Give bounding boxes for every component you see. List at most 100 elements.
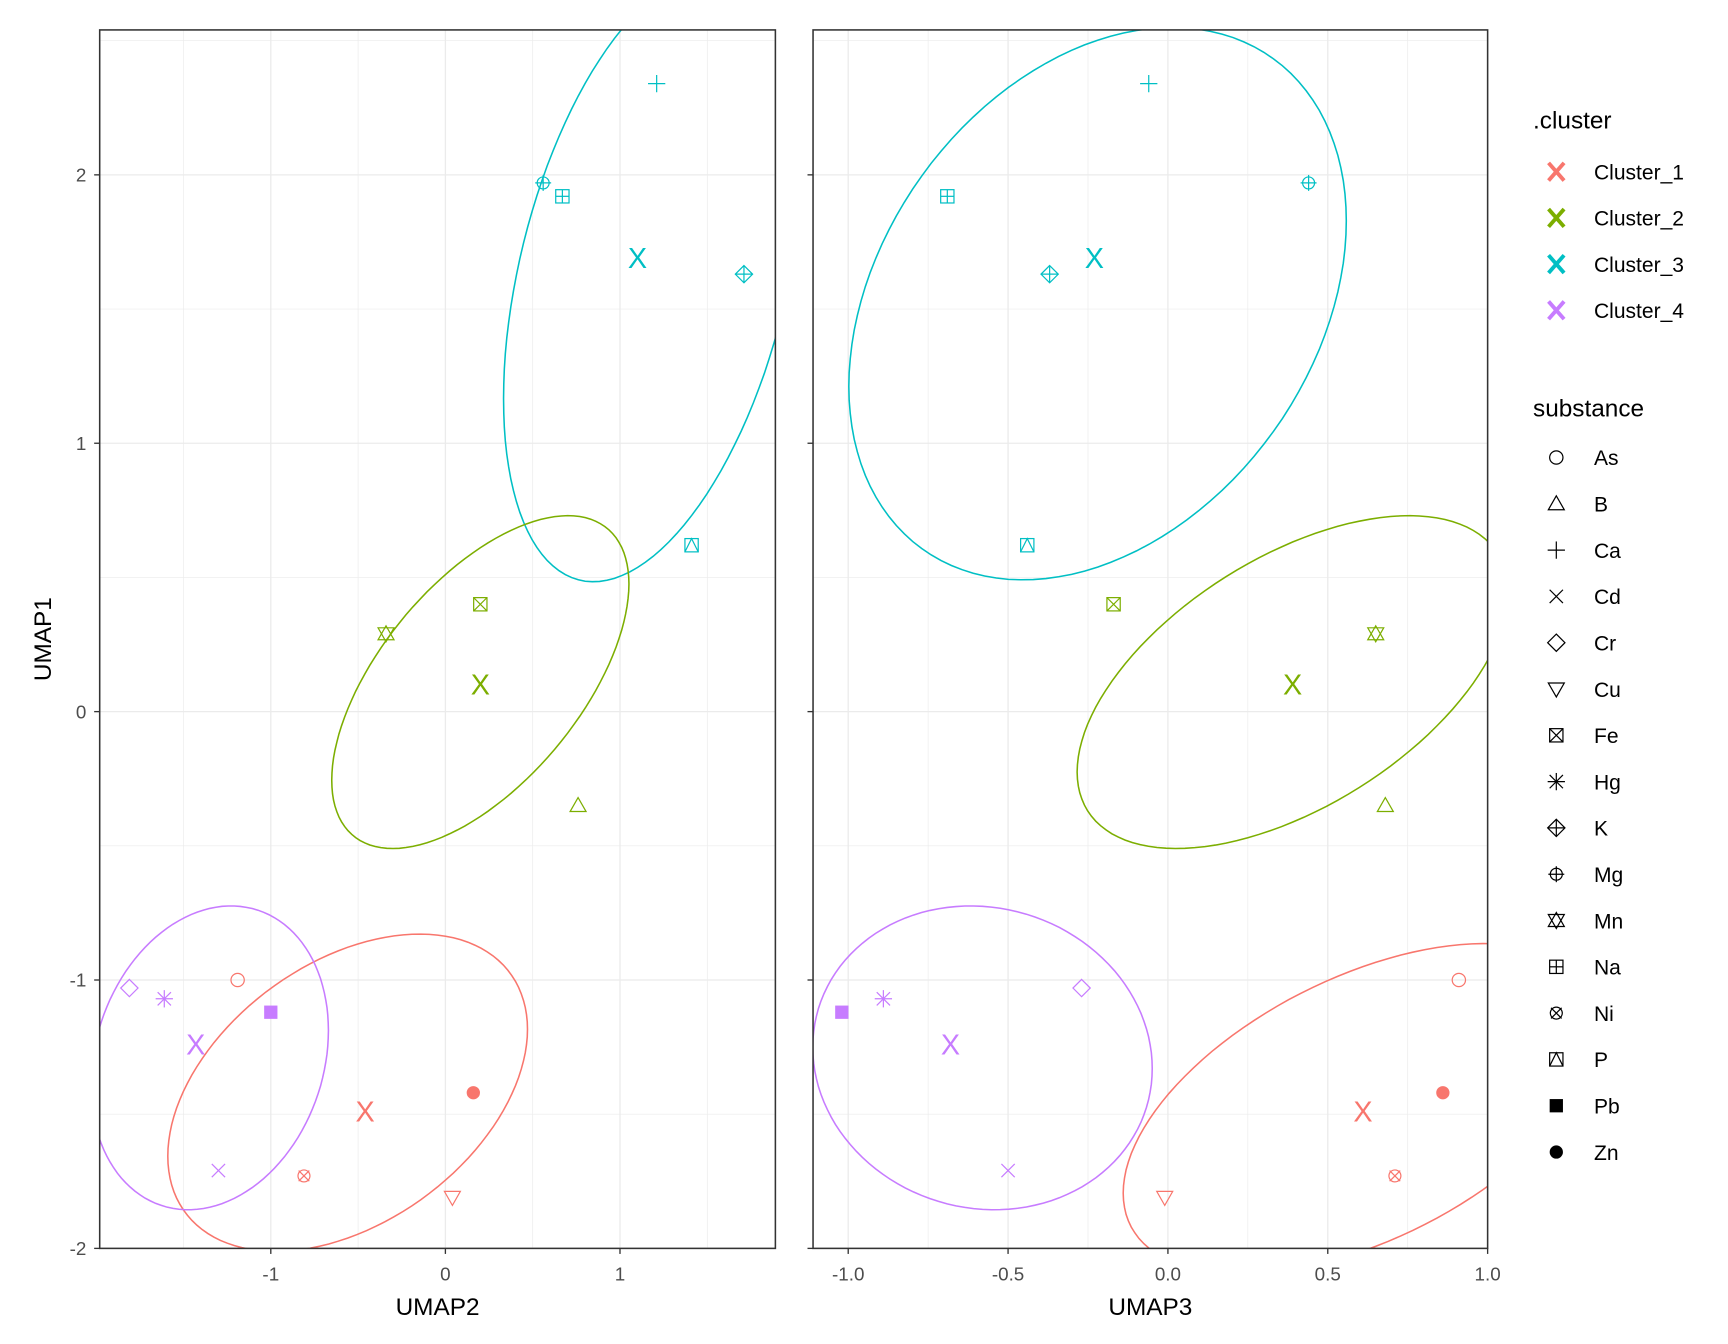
- ca-shape-icon: [1547, 541, 1565, 559]
- panel-2: X X X X -1.0 -0.5 0.0 0.5 1.0 UMAP3: [807, 29, 1501, 1321]
- p-shape-icon: [1019, 537, 1035, 553]
- cr-shape-icon: [1546, 633, 1566, 653]
- legend-title-substance: substance: [1533, 396, 1644, 423]
- ca-shape-icon: [648, 74, 666, 93]
- panel-plot-area: X X X X: [813, 29, 1488, 1249]
- shape-triangle-down: [443, 1190, 462, 1207]
- shape-triangle-down: [1547, 913, 1566, 930]
- shape-filled-circle: [1436, 1086, 1450, 1100]
- na-shape-icon: [1549, 959, 1564, 975]
- x-tick-label: -1.0: [832, 1264, 864, 1285]
- shape-triangle: [569, 796, 588, 813]
- shape-circle: [297, 1169, 311, 1183]
- k-shape-icon: [1040, 264, 1060, 284]
- as-shape-icon: [1451, 972, 1467, 988]
- legend-label: Fe: [1594, 725, 1619, 748]
- centroid-marker: X: [1353, 1096, 1372, 1128]
- legend-label: Mn: [1594, 910, 1623, 933]
- cluster-key-icon: [1547, 300, 1566, 321]
- shape-triangle-down: [1155, 1190, 1174, 1207]
- x-tick-label: -1: [262, 1264, 279, 1285]
- ellipse-cluster_2: [1076, 514, 1488, 850]
- na-shape-icon: [555, 189, 570, 204]
- panel-plot-area: X X X X: [99, 29, 776, 1249]
- ni-shape-icon: [297, 1169, 311, 1183]
- shape-triangle: [1547, 494, 1566, 511]
- b-shape-icon: [1376, 796, 1395, 813]
- ellipse-cluster_3: [502, 29, 776, 583]
- fe-shape-icon: [473, 597, 488, 612]
- panel-background: [99, 29, 776, 1249]
- x-tick-label: 0.0: [1155, 1264, 1181, 1285]
- shape-triangle: [1366, 624, 1385, 641]
- shape-filled-square: [1549, 1099, 1563, 1113]
- y-tick-label: 1: [76, 433, 86, 454]
- legend-label: Cluster_2: [1594, 208, 1684, 231]
- pb-shape-icon: [835, 1005, 849, 1019]
- legend-item-cu: Cu: [1547, 679, 1621, 702]
- legend-item-ni: Ni: [1549, 1003, 1614, 1026]
- k-shape-icon: [1546, 818, 1566, 838]
- shape-square: [1549, 728, 1564, 743]
- cr-shape-icon: [1072, 978, 1092, 998]
- shape-line: [1550, 1007, 1563, 1019]
- shape-line: [1549, 589, 1564, 604]
- centroid-marker: X: [628, 243, 647, 275]
- legend: .cluster Cluster_1 Cluster_2 Cluster_3 Clust…: [1533, 108, 1684, 1165]
- ni-shape-icon: [1549, 1006, 1563, 1020]
- legend-item-cluster_4: Cluster_4: [1547, 300, 1684, 323]
- mg-shape-icon: [1548, 866, 1565, 883]
- as-shape-icon: [230, 972, 245, 988]
- cu-shape-icon: [1547, 682, 1566, 699]
- legend-label: Pb: [1594, 1095, 1620, 1118]
- ellipse-cluster_1: [1122, 942, 1488, 1249]
- y-axis-title: UMAP1: [30, 597, 57, 681]
- cu-shape-icon: [443, 1190, 462, 1207]
- cr-shape-icon: [119, 978, 139, 998]
- pb-shape-icon: [264, 1005, 278, 1019]
- cluster-key-icon: [1547, 161, 1566, 182]
- as-shape-icon: [1549, 450, 1564, 465]
- shape-filled-square: [264, 1005, 278, 1019]
- legend-item-fe: Fe: [1549, 725, 1619, 748]
- panel-1: X X X X -1 0 1 2 1 0 -1 -2 UMAP2 UMAP1: [30, 29, 777, 1321]
- fe-shape-icon: [1106, 597, 1121, 612]
- mn-shape-icon: [1366, 624, 1385, 643]
- shape-line: [298, 1170, 310, 1182]
- panel-border: [812, 29, 1489, 1250]
- shape-circle: [1549, 1006, 1563, 1020]
- centroid-marker: X: [355, 1096, 374, 1128]
- shape-line: [473, 597, 488, 612]
- shape-triangle: [1547, 911, 1566, 928]
- y-tick-label: 2: [76, 164, 86, 185]
- shape-filled-square: [835, 1005, 849, 1019]
- p-shape-icon: [684, 537, 699, 553]
- legend-label: Cr: [1594, 632, 1616, 655]
- legend-label: Cluster_1: [1594, 161, 1684, 184]
- x-axis-title: UMAP2: [396, 1294, 480, 1321]
- cluster-key-icon: [1547, 253, 1566, 275]
- panel-background: [813, 29, 1488, 1249]
- ca-shape-icon: [1140, 74, 1158, 93]
- shape-circle: [1451, 972, 1467, 988]
- shape-circle: [1388, 1169, 1402, 1183]
- mg-shape-icon: [535, 174, 552, 191]
- b-shape-icon: [569, 796, 588, 813]
- shape-line: [1106, 597, 1121, 612]
- centroid-marker: X: [471, 670, 490, 702]
- shape-circle: [1549, 450, 1564, 465]
- shape-triangle-down: [377, 627, 396, 643]
- ellipse-cluster_3: [848, 29, 1348, 581]
- legend-item-mg: Mg: [1548, 864, 1623, 887]
- ellipse-cluster_4: [99, 905, 330, 1211]
- legend-label: Cluster_3: [1594, 254, 1684, 277]
- legend-label: Mg: [1594, 864, 1623, 887]
- ellipse-cluster_1: [167, 933, 529, 1249]
- shape-diamond: [119, 978, 139, 998]
- legend-item-as: As: [1549, 447, 1619, 470]
- shape-square: [1106, 597, 1121, 612]
- x-axis-title: UMAP3: [1108, 1294, 1192, 1321]
- centroid-marker: X: [186, 1029, 205, 1061]
- y-tick-label: -2: [70, 1238, 87, 1259]
- shape-line: [684, 537, 699, 553]
